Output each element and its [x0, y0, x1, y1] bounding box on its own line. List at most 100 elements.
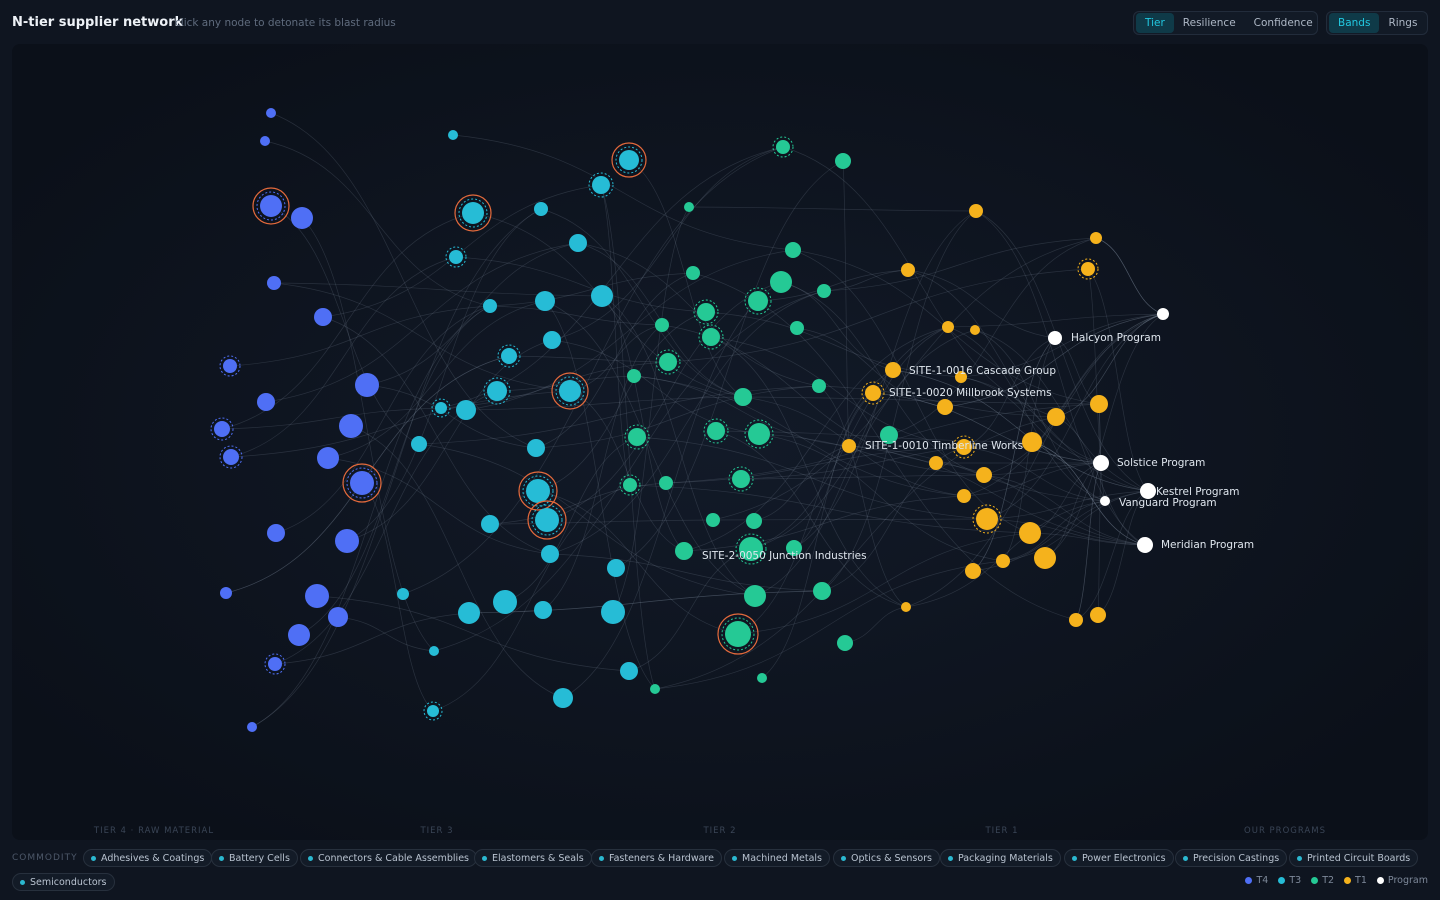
supplier-node-tier-3[interactable]: [535, 291, 555, 311]
node-dot[interactable]: [655, 318, 669, 332]
supplier-node-tier-3[interactable]: [497, 344, 521, 368]
supplier-node-tier-1[interactable]: [1019, 522, 1041, 544]
commodity-chip[interactable]: Semiconductors: [12, 873, 115, 891]
supplier-node-tier-1[interactable]: [996, 554, 1010, 568]
supplier-node-tier-4[interactable]: [317, 447, 339, 469]
node-dot[interactable]: [970, 325, 980, 335]
color-mode-tier-button[interactable]: Tier: [1136, 13, 1174, 33]
node-dot[interactable]: [429, 646, 439, 656]
node-dot[interactable]: [976, 467, 992, 483]
node-dot[interactable]: [267, 524, 285, 542]
supplier-node-tier-4[interactable]: [260, 136, 270, 146]
supplier-node-tier-2[interactable]: [734, 388, 752, 406]
node-dot[interactable]: [534, 202, 548, 216]
node-dot[interactable]: [335, 529, 359, 553]
supplier-node-tier-3[interactable]: [483, 377, 511, 405]
node-dot[interactable]: [266, 108, 276, 118]
node-dot[interactable]: [328, 607, 348, 627]
node-dot[interactable]: [527, 439, 545, 457]
supplier-node-tier-3[interactable]: [611, 142, 647, 178]
supplier-node-tier-3[interactable]: [534, 601, 552, 619]
supplier-node-tier-4[interactable]: [288, 624, 310, 646]
node-dot[interactable]: [1093, 455, 1109, 471]
node-dot[interactable]: [305, 584, 329, 608]
node-dot[interactable]: [260, 136, 270, 146]
node-dot[interactable]: [1090, 395, 1108, 413]
node-dot[interactable]: [1090, 232, 1102, 244]
supplier-node-tier-4[interactable]: [305, 584, 329, 608]
node-dot[interactable]: [1069, 613, 1083, 627]
supplier-node-tier-3[interactable]: [458, 602, 480, 624]
commodity-chip[interactable]: Machined Metals: [724, 849, 830, 867]
supplier-node-tier-3[interactable]: [397, 588, 409, 600]
supplier-node-tier-1[interactable]: [1034, 547, 1056, 569]
supplier-node-tier-3[interactable]: [588, 172, 614, 198]
node-dot[interactable]: [601, 600, 625, 624]
node-dot[interactable]: [785, 242, 801, 258]
node-dot[interactable]: [627, 369, 641, 383]
supplier-node-tier-2[interactable]: [675, 542, 693, 560]
supplier-node-tier-2[interactable]: [744, 287, 772, 315]
supplier-node-tier-4[interactable]: [342, 463, 382, 503]
node-dot[interactable]: [448, 130, 458, 140]
node-dot[interactable]: [865, 385, 881, 401]
node-dot[interactable]: [1034, 547, 1056, 569]
node-dot[interactable]: [702, 328, 720, 346]
supplier-node-tier-2[interactable]: [812, 379, 826, 393]
supplier-node-tier-3[interactable]: [483, 299, 497, 313]
supplier-node-tier-2[interactable]: [655, 318, 669, 332]
node-dot[interactable]: [1090, 607, 1106, 623]
node-dot[interactable]: [350, 471, 374, 495]
supplier-node-tier-2[interactable]: [837, 635, 853, 651]
supplier-node-tier-1[interactable]: [976, 467, 992, 483]
supplier-node-tier-2[interactable]: [735, 533, 767, 565]
node-dot[interactable]: [355, 373, 379, 397]
supplier-node-tier-1[interactable]: [942, 321, 954, 333]
supplier-node-tier-1[interactable]: [861, 381, 885, 405]
supplier-node-tier-3[interactable]: [423, 701, 443, 721]
supplier-node-tier-4[interactable]: [257, 393, 275, 411]
node-dot[interactable]: [976, 508, 998, 530]
node-dot[interactable]: [659, 353, 677, 371]
supplier-node-tier-3[interactable]: [601, 600, 625, 624]
program-node[interactable]: [1048, 331, 1062, 345]
node-dot[interactable]: [813, 582, 831, 600]
supplier-node-tier-4[interactable]: [247, 722, 257, 732]
supplier-node-tier-3[interactable]: [493, 590, 517, 614]
node-dot[interactable]: [835, 153, 851, 169]
program-node[interactable]: [1137, 537, 1153, 553]
supplier-node-tier-1[interactable]: [937, 399, 953, 415]
supplier-node-tier-1[interactable]: [1022, 432, 1042, 452]
node-dot[interactable]: [257, 393, 275, 411]
supplier-node-tier-1[interactable]: [885, 362, 901, 378]
color-mode-confidence-button[interactable]: Confidence: [1253, 17, 1313, 29]
node-dot[interactable]: [675, 542, 693, 560]
supplier-node-tier-1[interactable]: [972, 504, 1002, 534]
node-dot[interactable]: [619, 150, 639, 170]
node-dot[interactable]: [449, 250, 463, 264]
supplier-node-tier-1[interactable]: [901, 602, 911, 612]
supplier-node-tier-4[interactable]: [252, 187, 290, 225]
node-dot[interactable]: [885, 362, 901, 378]
supplier-node-tier-3[interactable]: [553, 688, 573, 708]
node-dot[interactable]: [837, 635, 853, 651]
supplier-node-tier-1[interactable]: [842, 439, 856, 453]
program-node[interactable]: [1157, 308, 1169, 320]
supplier-node-tier-2[interactable]: [686, 266, 700, 280]
supplier-node-tier-2[interactable]: [817, 284, 831, 298]
node-dot[interactable]: [1157, 308, 1169, 320]
node-dot[interactable]: [942, 321, 954, 333]
node-dot[interactable]: [569, 234, 587, 252]
node-dot[interactable]: [247, 722, 257, 732]
node-dot[interactable]: [291, 207, 313, 229]
supplier-node-tier-3[interactable]: [534, 202, 548, 216]
node-dot[interactable]: [1081, 262, 1095, 276]
network-graph[interactable]: Halcyon Program Solstice Program Kestrel…: [12, 44, 1428, 840]
supplier-node-tier-1[interactable]: [955, 371, 967, 383]
node-dot[interactable]: [397, 588, 409, 600]
supplier-node-tier-1[interactable]: [1077, 258, 1099, 280]
node-dot[interactable]: [748, 291, 768, 311]
node-dot[interactable]: [901, 602, 911, 612]
node-dot[interactable]: [786, 540, 802, 556]
supplier-node-tier-1[interactable]: [1047, 408, 1065, 426]
